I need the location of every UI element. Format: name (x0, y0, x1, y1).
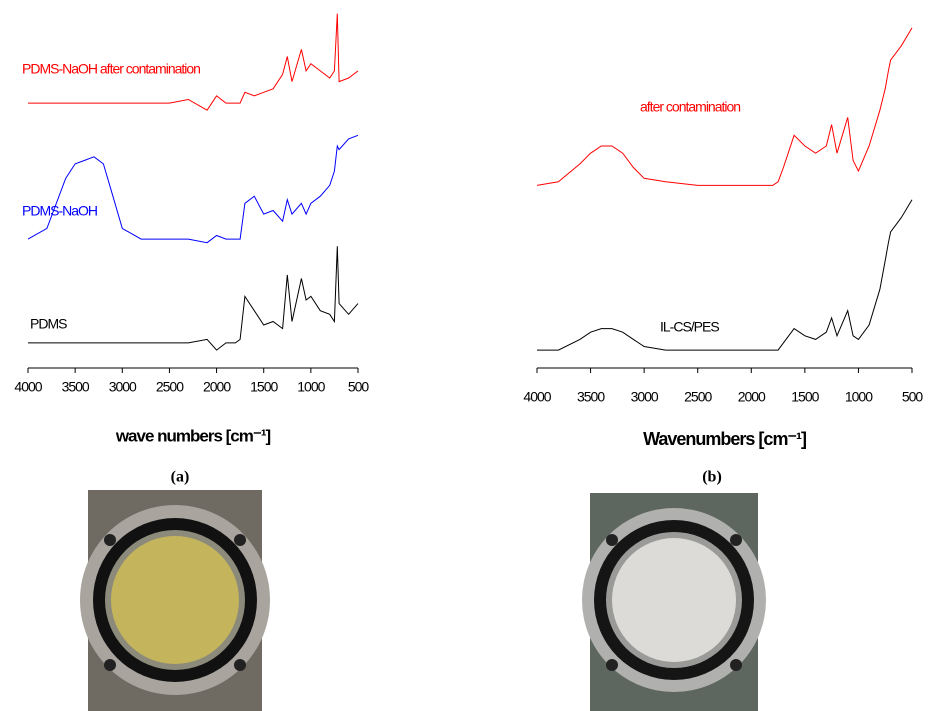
x-tick-label: 4000 (14, 379, 42, 395)
caption: (a) (171, 469, 190, 486)
x-tick-label: 2500 (684, 389, 712, 405)
spectrum-line (28, 13, 359, 111)
x-tick-label: 500 (348, 379, 370, 395)
x-tick-label: 2000 (203, 379, 231, 395)
series-label: after contamination (640, 99, 740, 115)
x-tick-label: 1500 (791, 389, 819, 405)
x-axis-label: wave numbers [cm⁻¹] (115, 426, 271, 445)
x-axis-label: Wavenumbers [cm⁻¹] (643, 429, 806, 449)
caption: (b) (702, 469, 722, 486)
x-tick-label: 3500 (62, 379, 90, 395)
x-tick-label: 3500 (577, 389, 605, 405)
series-label: IL-CS/PES (660, 319, 719, 335)
photo-a (80, 490, 270, 711)
spectrum-line (536, 27, 913, 186)
photo-b (582, 493, 766, 711)
spectrum-line (537, 199, 913, 351)
series-label: PDMS-NaOH (22, 203, 97, 219)
x-tick-label: 3000 (631, 389, 659, 405)
x-tick-label: 500 (902, 389, 924, 405)
x-tick-label: 2500 (156, 379, 184, 395)
series-label: PDMS-NaOH after contamination (22, 61, 200, 77)
spectrum-line (28, 246, 359, 351)
x-tick-label: 1500 (250, 379, 278, 395)
x-tick-label: 2000 (738, 389, 766, 405)
x-tick-label: 4000 (523, 389, 551, 405)
x-tick-label: 1000 (297, 379, 325, 395)
x-tick-label: 3000 (109, 379, 137, 395)
x-tick-label: 1000 (845, 389, 873, 405)
series-label: PDMS (30, 316, 67, 332)
spectrum-line (27, 134, 359, 244)
